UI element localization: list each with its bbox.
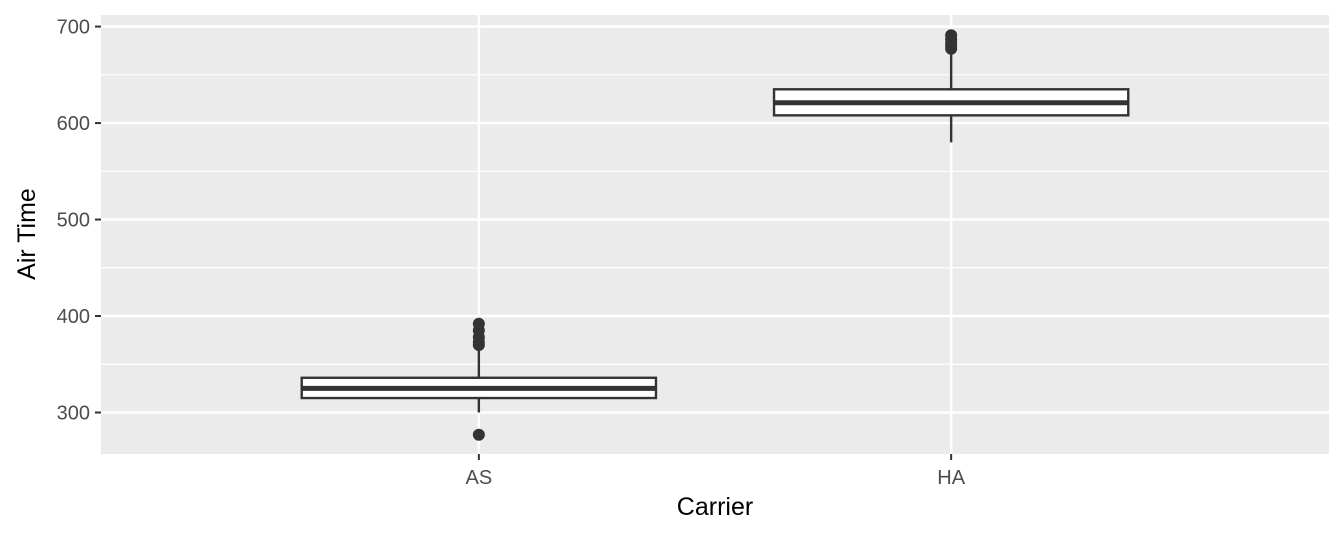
y-axis: 300 400 500 600 700: [57, 17, 101, 425]
outlier-point: [945, 29, 958, 42]
x-axis-title: Carrier: [677, 493, 753, 521]
panel-background: [101, 15, 1329, 454]
x-tick-label: HA: [937, 467, 965, 489]
y-tick-label: 400: [57, 306, 90, 328]
boxes: [300, 29, 1130, 441]
outlier-point: [472, 317, 485, 330]
x-tick-label: AS: [466, 467, 493, 489]
y-tick-label: 600: [57, 113, 90, 135]
y-tick-label: 700: [57, 17, 90, 39]
outlier-point: [472, 428, 485, 441]
x-axis: AS HA: [466, 454, 966, 489]
y-axis-title: Air Time: [13, 188, 41, 280]
y-tick-label: 500: [57, 210, 90, 232]
minor-gridlines: [101, 74, 1329, 365]
y-tick-label: 300: [57, 403, 90, 425]
